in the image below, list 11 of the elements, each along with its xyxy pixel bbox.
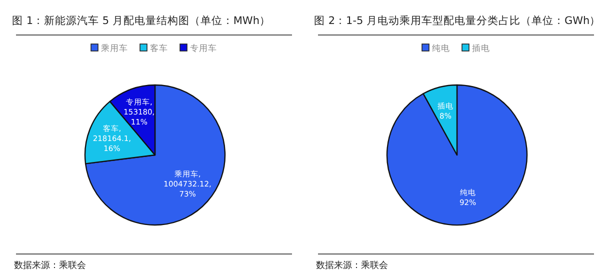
legend-label: 乘用车: [101, 43, 128, 54]
source-note: 数据来源：乘联会: [316, 260, 388, 271]
chart-title: 图 2：1-5 月电动乘用车型配电量分类占比（单位：GWh）: [314, 14, 601, 27]
pie-slice: [386, 84, 528, 226]
source-note: 数据来源：乘联会: [14, 260, 86, 271]
legend-label: 客车: [150, 43, 168, 54]
pie-slice: [84, 84, 226, 226]
legend-label: 专用车: [190, 43, 217, 54]
chart-title: 图 1：新能源汽车 5 月配电量结构图（单位：MWh）: [12, 14, 270, 27]
legend-label: 插电: [472, 43, 490, 54]
legend-label: 纯电: [432, 43, 450, 54]
